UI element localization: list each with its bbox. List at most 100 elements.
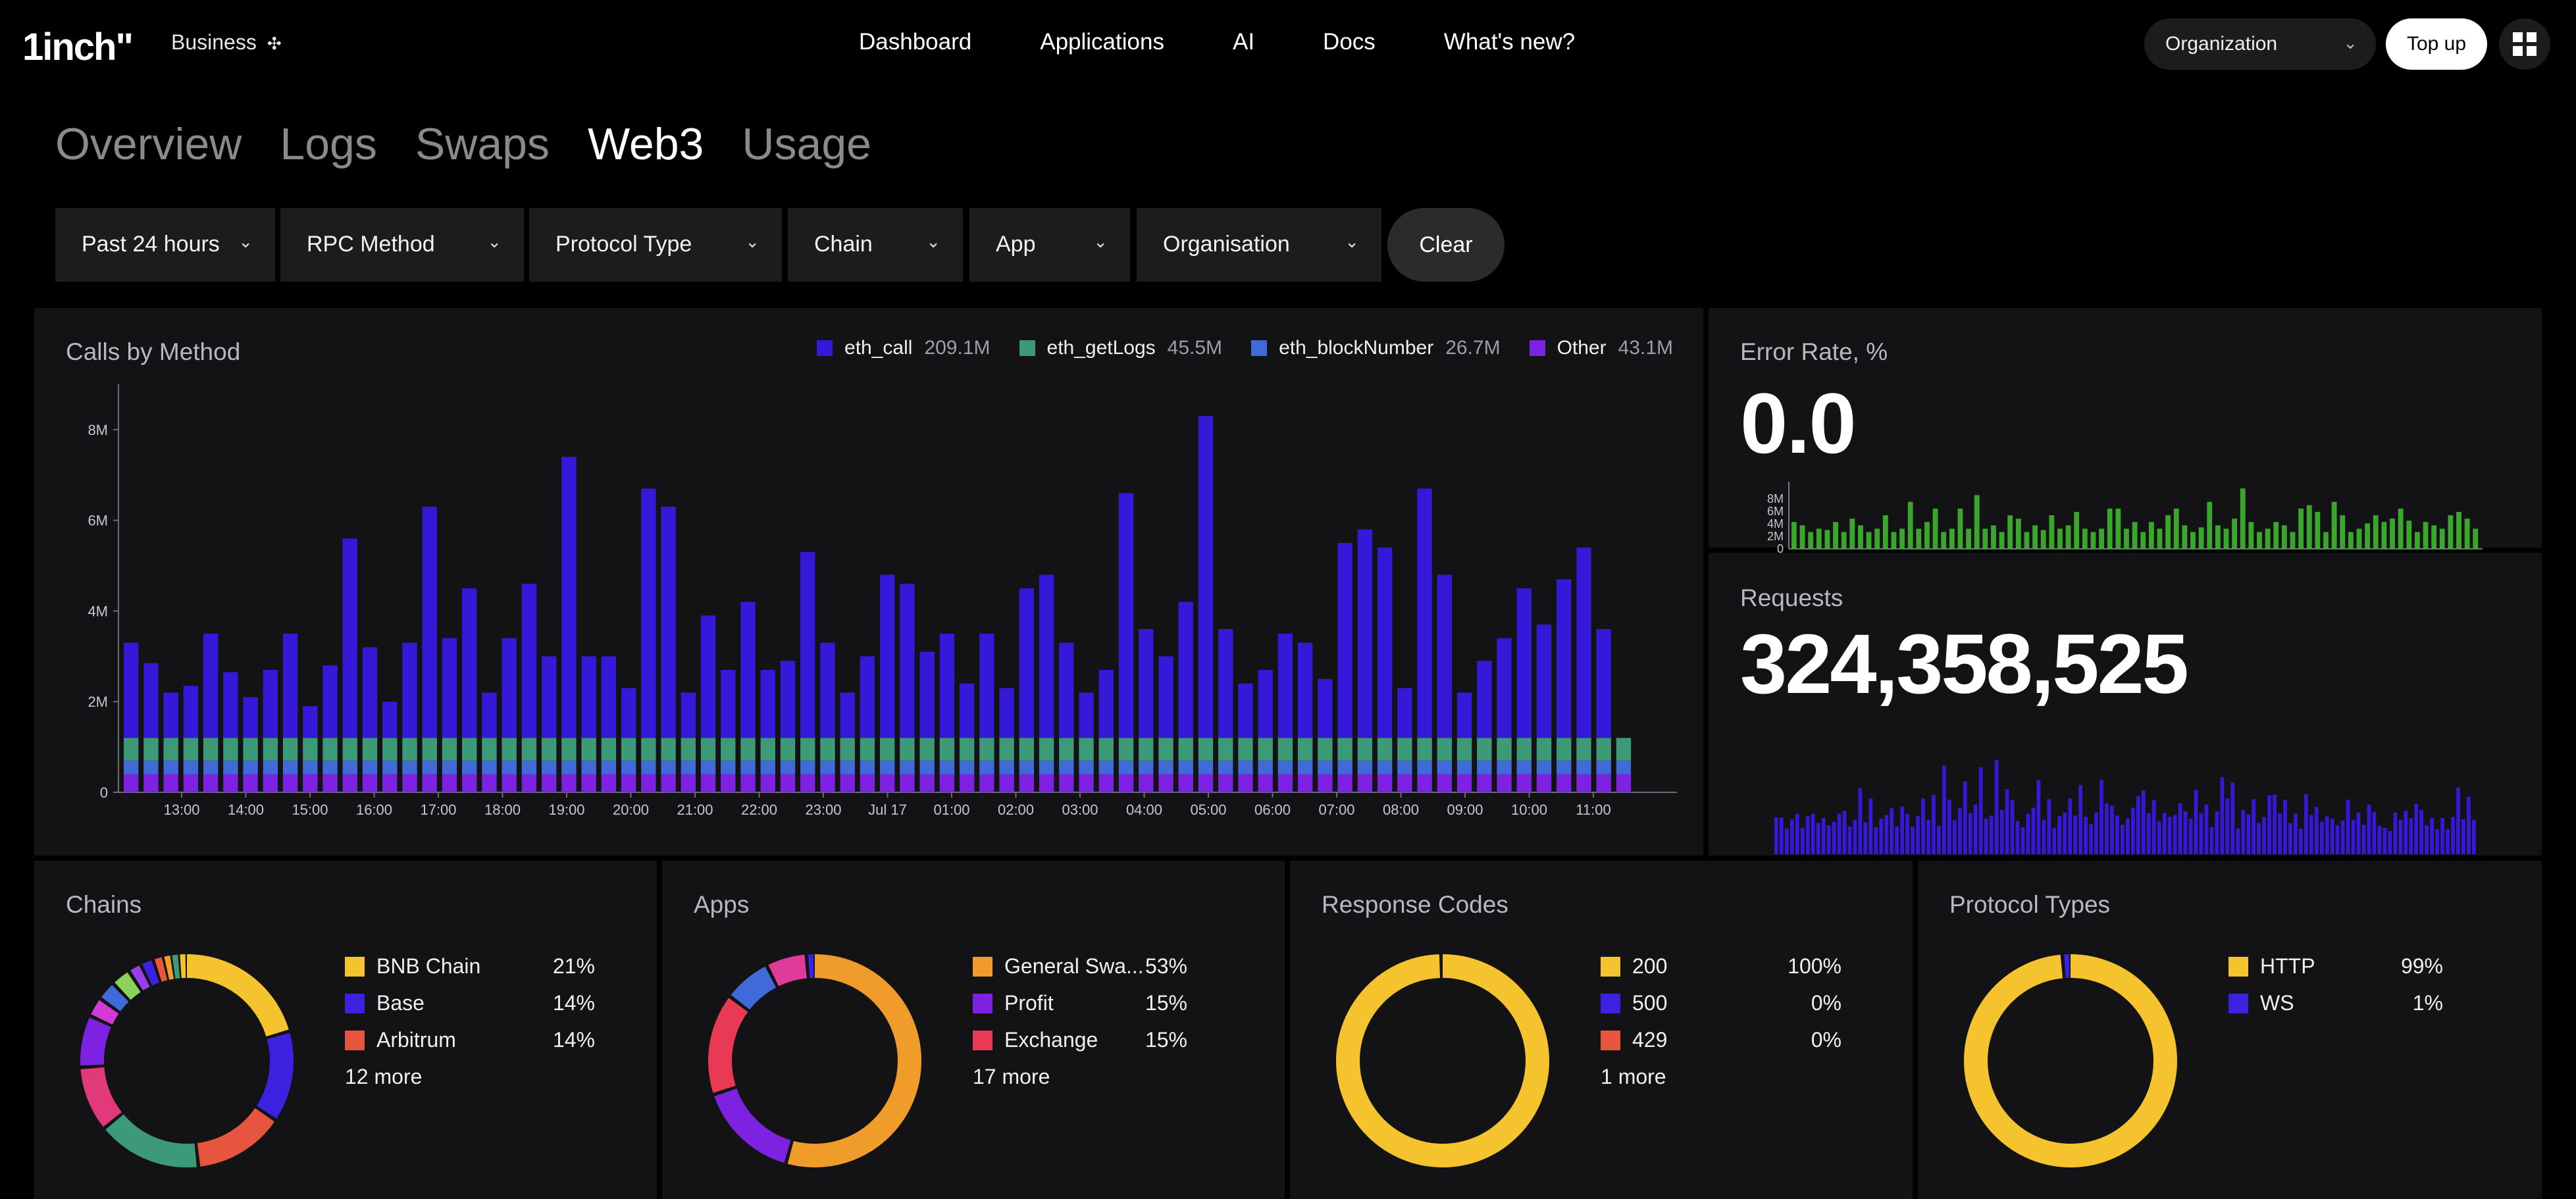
legend-item-eth-blocknumber[interactable]: eth_blockNumber 26.7M	[1251, 337, 1501, 359]
bar-segment	[561, 760, 577, 775]
requests-bar	[2162, 813, 2167, 854]
apps-more-link[interactable]: 17 more	[973, 1065, 1050, 1088]
error-rate-bar	[2049, 515, 2055, 549]
workspace-switcher[interactable]: Business ✣	[171, 30, 282, 55]
chains-legend-item[interactable]: Arbitrum 14%	[345, 1028, 595, 1054]
bar-segment	[322, 760, 338, 775]
chains-legend-item[interactable]: BNB Chain 21%	[345, 954, 595, 981]
legend-item-eth-call[interactable]: eth_call 209.1M	[817, 337, 991, 359]
chains-legend-item[interactable]: Base 14%	[345, 991, 595, 1017]
nav-docs[interactable]: Docs	[1323, 29, 1376, 55]
bar-segment	[919, 738, 935, 761]
bar-segment	[1477, 661, 1492, 738]
bar-segment	[462, 738, 477, 761]
bar-segment	[1238, 683, 1253, 738]
chains-donut[interactable]	[34, 861, 657, 1199]
bar-segment	[1079, 692, 1094, 738]
organisation-filter[interactable]: Organisation ⌄	[1137, 208, 1381, 282]
requests-bar	[2246, 814, 2251, 854]
response-codes-more-link[interactable]: 1 more	[1601, 1065, 1666, 1088]
legend-value: 209.1M	[924, 337, 991, 359]
logo[interactable]: 1inch"	[22, 26, 134, 68]
x-tick-label: 05:00	[1190, 802, 1226, 818]
bar-segment	[402, 774, 417, 792]
app-filter[interactable]: App ⌄	[969, 208, 1130, 282]
workspace-label: Business	[171, 30, 257, 54]
clear-filters-button[interactable]: Clear	[1387, 208, 1505, 282]
bar-segment	[1198, 416, 1214, 738]
apps-legend-item[interactable]: General Swa... 53%	[973, 954, 1187, 981]
error-rate-bar	[2040, 530, 2046, 549]
response-codes-legend-item[interactable]: 429 0%	[1601, 1028, 1842, 1054]
chains-more-link[interactable]: 12 more	[345, 1065, 423, 1088]
top-up-button[interactable]: Top up	[2386, 18, 2487, 70]
response-codes-donut[interactable]	[1290, 861, 1913, 1199]
bar-segment	[1318, 678, 1333, 738]
error-rate-bar	[2298, 508, 2304, 549]
legend-item-other[interactable]: Other 43.1M	[1529, 337, 1673, 359]
legend-item-eth-getlogs[interactable]: eth_getLogs 45.5M	[1019, 337, 1222, 359]
tab-web3[interactable]: Web3	[587, 119, 704, 169]
bar-segment	[124, 738, 139, 761]
legend-name: 500	[1632, 991, 1668, 1015]
requests-bar	[1816, 823, 1820, 854]
tab-swaps[interactable]: Swaps	[415, 119, 550, 169]
apps-legend-item[interactable]: Exchange 15%	[973, 1028, 1187, 1054]
calls-by-method-title: Calls by Method	[66, 338, 241, 365]
bar-segment	[521, 774, 537, 792]
error-rate-title: Error Rate, %	[1740, 338, 1888, 365]
protocol-types-legend-item[interactable]: WS 1%	[2228, 991, 2443, 1017]
organization-select[interactable]: Organization ⌄	[2144, 18, 2376, 70]
bar-segment	[880, 760, 895, 775]
error-rate-bar	[1858, 525, 1863, 549]
tab-logs[interactable]: Logs	[280, 119, 377, 169]
protocol-type-filter[interactable]: Protocol Type ⌄	[529, 208, 782, 282]
error-rate-bar	[1866, 532, 1872, 549]
bar-segment	[621, 760, 636, 775]
organisation-label: Organisation	[1163, 232, 1290, 257]
apps-grid-button[interactable]	[2499, 18, 2550, 70]
protocol-types-legend-item[interactable]: HTTP 99%	[2228, 954, 2443, 981]
requests-bar	[2404, 810, 2408, 854]
apps-legend-item[interactable]: Profit 15%	[973, 991, 1187, 1017]
requests-bar	[1905, 813, 1909, 854]
bar-segment	[820, 738, 835, 761]
requests-bar	[2409, 818, 2413, 854]
bar-segment	[999, 688, 1014, 738]
bar-segment	[1039, 738, 1054, 761]
bar-segment	[183, 760, 199, 775]
error-rate-bar	[2390, 519, 2395, 549]
bar-segment	[1098, 670, 1114, 738]
tab-overview[interactable]: Overview	[55, 119, 242, 169]
error-rate-bar	[2032, 525, 2038, 549]
requests-bar	[2314, 807, 2319, 854]
donut-slice	[80, 954, 294, 1167]
rpc-method-filter[interactable]: RPC Method ⌄	[280, 208, 524, 282]
apps-donut[interactable]	[662, 861, 1285, 1199]
response-codes-legend-item[interactable]: 500 0%	[1601, 991, 1842, 1017]
tab-usage[interactable]: Usage	[742, 119, 871, 169]
nav-ai[interactable]: AI	[1232, 29, 1255, 55]
requests-bar	[2346, 800, 2350, 854]
requests-chart[interactable]	[1709, 553, 2542, 855]
response-codes-legend-item[interactable]: 200 100%	[1601, 954, 1842, 981]
nav-whats-new[interactable]: What's new?	[1443, 29, 1576, 55]
time-range-filter[interactable]: Past 24 hours ⌄	[55, 208, 275, 282]
bar-segment	[402, 642, 417, 738]
bar-segment	[601, 738, 617, 761]
nav-dashboard[interactable]: Dashboard	[859, 29, 972, 55]
protocol-types-donut[interactable]	[1918, 861, 2542, 1199]
requests-bar	[2451, 817, 2455, 854]
requests-bar	[2262, 817, 2266, 854]
chain-filter[interactable]: Chain ⌄	[788, 208, 963, 282]
bar-segment	[581, 656, 596, 738]
bar-segment	[760, 774, 775, 792]
bar-segment	[362, 774, 378, 792]
bar-segment	[422, 507, 437, 738]
nav-applications[interactable]: Applications	[1040, 29, 1164, 55]
bar-segment	[860, 774, 875, 792]
calls-by-method-chart[interactable]: 0 2M 4M 6M 8M 13:00 14:00 15:00 16:00 17:00 18:00 1…	[34, 308, 1703, 855]
requests-bar	[2335, 825, 2340, 854]
requests-bar	[2461, 819, 2465, 854]
